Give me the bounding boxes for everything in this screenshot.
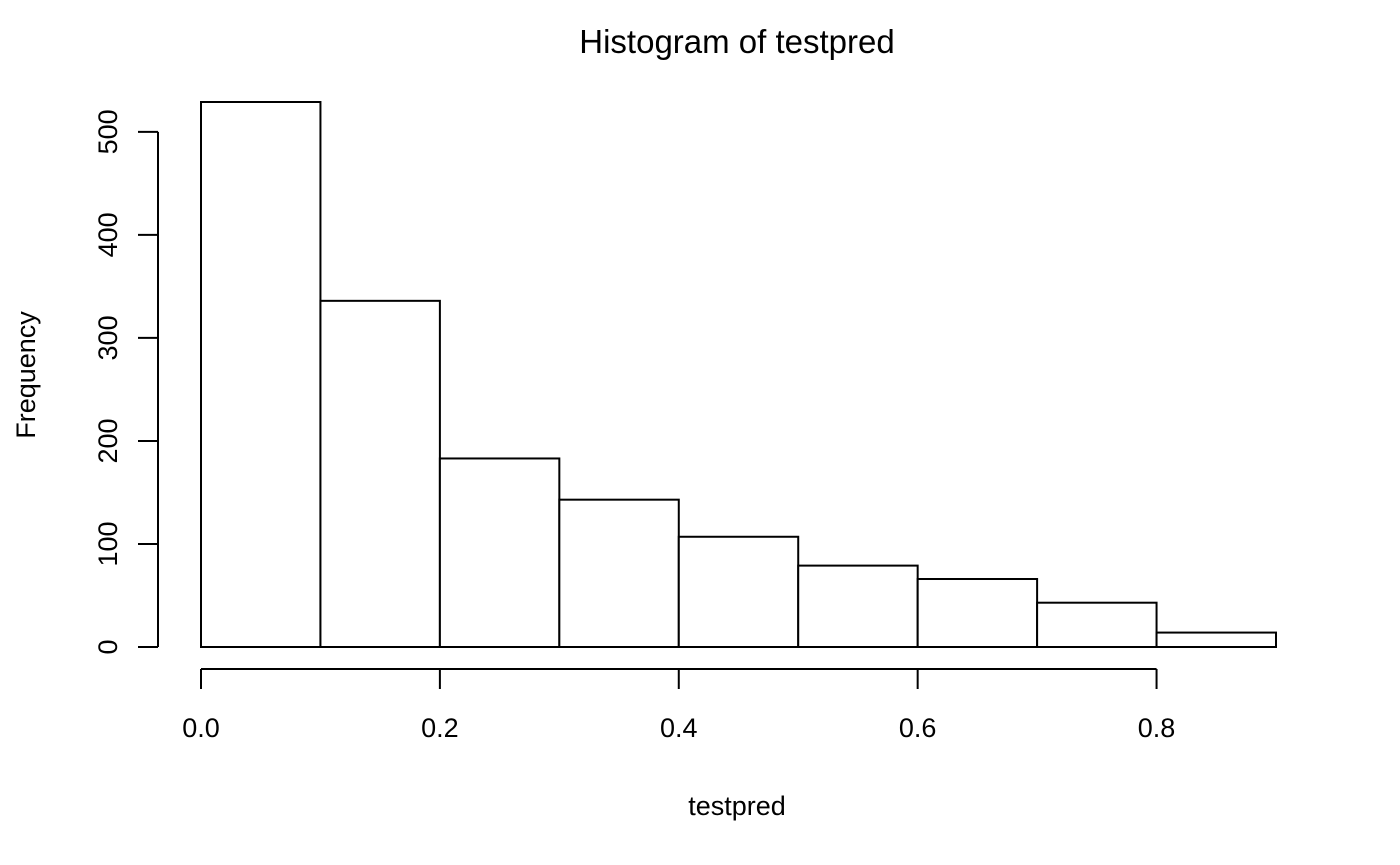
histogram-bar-0	[200, 101, 322, 648]
x-axis: 0.0 0.2 0.4 0.6 0.8	[182, 668, 1176, 743]
x-axis-label: testpred	[688, 791, 786, 821]
x-tick-label: 0.0	[182, 713, 220, 743]
histogram-bar-2	[438, 457, 561, 648]
y-tick-label: 100	[93, 521, 123, 566]
histogram-bar-8	[1155, 631, 1277, 648]
y-tick-label: 400	[93, 212, 123, 257]
x-tick-label: 0.4	[660, 713, 698, 743]
chart-title: Histogram of testpred	[579, 23, 894, 60]
histogram-bar-1	[319, 299, 441, 648]
y-tick-label: 0	[93, 639, 123, 654]
y-tick-label: 500	[93, 109, 123, 154]
x-tick-label: 0.2	[421, 713, 459, 743]
x-tick-label: 0.8	[1138, 713, 1176, 743]
histogram-bar-5	[797, 564, 919, 649]
y-axis-label: Frequency	[11, 311, 41, 439]
y-axis: 0 100 200 300 400 500	[93, 109, 159, 655]
x-tick-label: 0.6	[899, 713, 937, 743]
histogram-bar-6	[916, 578, 1039, 648]
histogram-bar-3	[558, 498, 680, 648]
histogram-bar-4	[677, 535, 800, 649]
histogram-bar-7	[1036, 601, 1158, 649]
y-tick-label: 300	[93, 315, 123, 360]
y-tick-label: 200	[93, 418, 123, 463]
bars-group	[200, 101, 1277, 649]
